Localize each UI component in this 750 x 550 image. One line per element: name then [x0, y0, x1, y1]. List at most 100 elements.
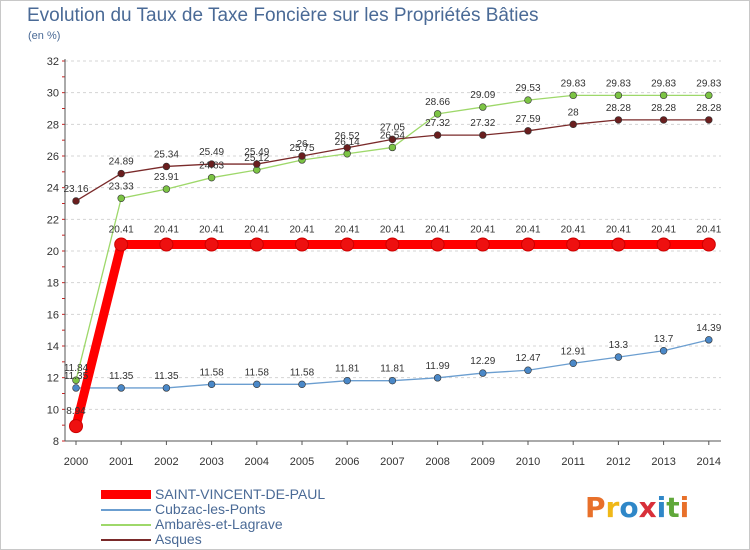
- data-point-saint-vincent-de-paul: [204, 237, 219, 252]
- logo-letter: x: [638, 491, 657, 524]
- y-tick-label: 28: [47, 119, 59, 131]
- data-point-cubzac-les-ponts: [524, 366, 532, 374]
- data-point-saint-vincent-de-paul: [701, 237, 716, 252]
- data-point-ambar-s-et-lagrave: [659, 91, 668, 100]
- data-point-cubzac-les-ponts: [162, 384, 171, 392]
- data-point-cubzac-les-ponts: [207, 380, 216, 389]
- y-tick-label: 8: [53, 436, 59, 448]
- data-point-asques: [659, 116, 668, 124]
- x-tick-label: 2014: [697, 456, 721, 468]
- data-label-cubzac-les-ponts: 11.58: [290, 367, 315, 378]
- data-point-ambar-s-et-lagrave: [117, 194, 125, 202]
- legend-swatch-saint-vincent-de-paul: [101, 490, 151, 499]
- data-label-ambar-s-et-lagrave: 29.83: [561, 78, 586, 89]
- data-label-asques: 28.28: [696, 103, 721, 114]
- legend-item-ambar-s-et-lagrave: Ambarès-et-Lagrave: [101, 516, 401, 532]
- data-label-cubzac-les-ponts: 11.35: [109, 371, 134, 382]
- x-tick-label: 2009: [471, 456, 495, 468]
- data-point-asques: [524, 127, 532, 135]
- data-label-asques: 28.28: [651, 103, 676, 114]
- data-point-saint-vincent-de-paul: [69, 419, 83, 434]
- data-label-ambar-s-et-lagrave: 25.75: [289, 143, 314, 154]
- data-point-saint-vincent-de-paul: [611, 237, 626, 252]
- grid-lines: [65, 60, 721, 410]
- data-label-cubzac-les-ponts: 11.58: [199, 367, 224, 378]
- logo-letter: o: [619, 491, 639, 524]
- x-tick-label: 2001: [109, 456, 133, 468]
- data-label-saint-vincent-de-paul: 20.41: [109, 225, 134, 236]
- data-label-ambar-s-et-lagrave: 23.91: [154, 172, 179, 183]
- data-point-asques: [479, 131, 487, 139]
- chart-title: Evolution du Taux de Taxe Foncière sur l…: [27, 5, 539, 26]
- data-label-asques: 24.89: [109, 157, 134, 168]
- data-label-cubzac-les-ponts: 12.91: [561, 346, 586, 357]
- data-point-asques: [72, 197, 80, 205]
- legend-item-saint-vincent-de-paul: SAINT-VINCENT-DE-PAUL: [101, 486, 401, 502]
- x-tick-label: 2007: [380, 456, 404, 468]
- data-label-cubzac-les-ponts: 11.35: [154, 371, 179, 382]
- logo-letter: t: [666, 491, 680, 524]
- data-point-saint-vincent-de-paul: [159, 237, 174, 252]
- y-tick-label: 32: [47, 56, 59, 68]
- data-label-asques: 27.59: [515, 114, 540, 125]
- data-point-ambar-s-et-lagrave: [388, 143, 397, 152]
- data-label-ambar-s-et-lagrave: 29.09: [470, 90, 495, 101]
- data-point-ambar-s-et-lagrave: [569, 91, 577, 100]
- legend-swatch-ambar-s-et-lagrave: [101, 524, 151, 526]
- data-point-ambar-s-et-lagrave: [524, 96, 532, 104]
- data-label-saint-vincent-de-paul: 20.41: [244, 225, 269, 236]
- data-label-saint-vincent-de-paul: 20.41: [515, 225, 540, 236]
- data-label-asques: 27.05: [380, 122, 405, 133]
- data-label-asques: 27.32: [425, 118, 450, 129]
- x-tick-label: 2000: [64, 456, 88, 468]
- data-point-cubzac-les-ponts: [659, 347, 668, 355]
- x-tick-label: 2006: [335, 456, 359, 468]
- data-label-ambar-s-et-lagrave: 29.83: [606, 78, 631, 89]
- logo-letter: i: [679, 491, 690, 524]
- x-tick-label: 2005: [290, 456, 314, 468]
- data-label-saint-vincent-de-paul: 20.41: [606, 225, 631, 236]
- data-point-ambar-s-et-lagrave: [207, 173, 216, 182]
- data-point-cubzac-les-ponts: [614, 353, 623, 361]
- data-label-saint-vincent-de-paul: 20.41: [651, 225, 676, 236]
- data-point-ambar-s-et-lagrave: [705, 91, 713, 100]
- y-tick-label: 10: [47, 404, 59, 416]
- data-point-asques: [343, 144, 351, 152]
- x-tick-label: 2002: [154, 456, 178, 468]
- data-point-asques: [705, 116, 713, 124]
- data-point-ambar-s-et-lagrave: [479, 103, 487, 111]
- data-point-cubzac-les-ponts: [72, 384, 80, 392]
- series-line-saint-vincent-de-paul: [71, 240, 714, 431]
- data-label-saint-vincent-de-paul: 8.94: [66, 406, 86, 417]
- data-label-ambar-s-et-lagrave: 11.84: [64, 363, 89, 374]
- data-point-asques: [253, 160, 261, 168]
- data-label-saint-vincent-de-paul: 20.41: [154, 225, 179, 236]
- data-point-asques: [569, 120, 577, 129]
- legend-label-saint-vincent-de-paul: SAINT-VINCENT-DE-PAUL: [155, 486, 326, 502]
- data-label-asques: 26: [296, 139, 308, 150]
- data-point-saint-vincent-de-paul: [521, 237, 535, 252]
- data-label-asques: 26.52: [335, 131, 360, 142]
- legend-item-cubzac-les-ponts: Cubzac-les-Ponts: [101, 501, 401, 517]
- logo-letter: r: [605, 491, 620, 524]
- y-tick-label: 24: [47, 183, 59, 195]
- x-tick-label: 2013: [651, 456, 675, 468]
- data-point-saint-vincent-de-paul: [385, 237, 400, 252]
- data-label-asques: 25.49: [199, 147, 224, 158]
- y-tick-label: 14: [47, 341, 59, 353]
- data-label-cubzac-les-ponts: 12.29: [470, 356, 495, 367]
- legend-item-asques: Asques: [101, 531, 401, 547]
- data-point-asques: [117, 169, 125, 178]
- y-tick-label: 16: [47, 309, 59, 321]
- data-point-asques: [614, 116, 623, 124]
- data-label-cubzac-les-ponts: 11.99: [425, 361, 450, 372]
- data-point-ambar-s-et-lagrave: [433, 110, 442, 118]
- data-point-asques: [433, 131, 442, 139]
- x-tick-label: 2011: [561, 456, 585, 468]
- data-label-ambar-s-et-lagrave: 23.33: [109, 181, 134, 192]
- data-label-saint-vincent-de-paul: 20.41: [199, 225, 224, 236]
- data-point-ambar-s-et-lagrave: [162, 185, 171, 193]
- data-point-cubzac-les-ponts: [479, 369, 487, 377]
- legend-swatch-asques: [101, 539, 151, 541]
